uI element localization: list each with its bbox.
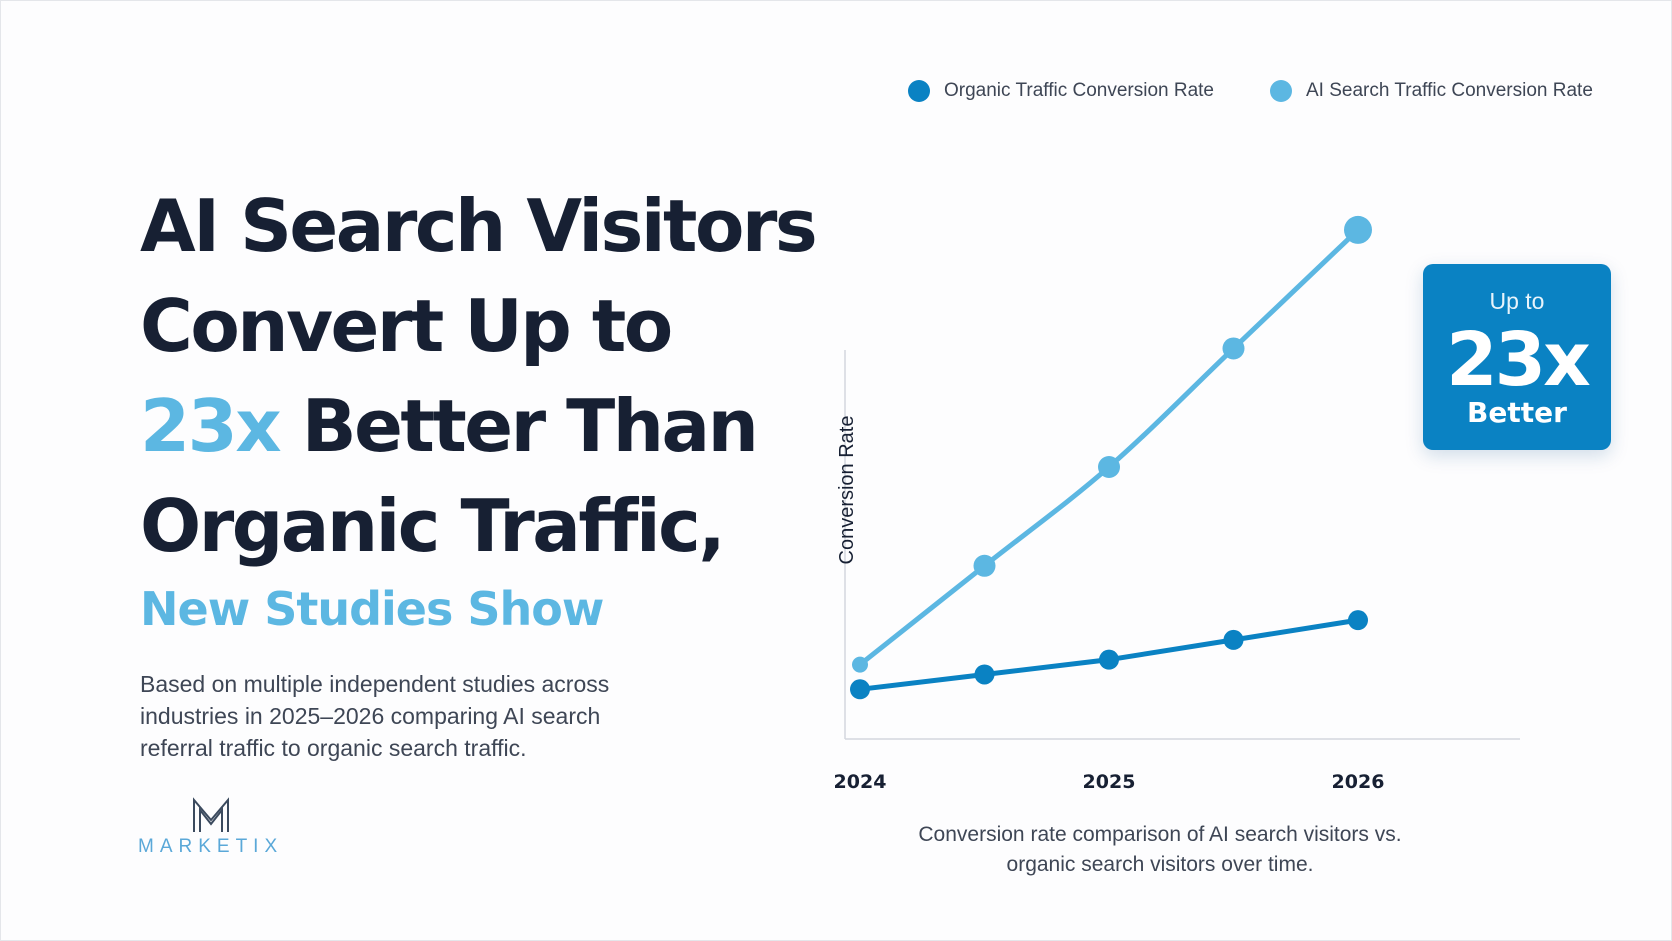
- data-point-ai-search-5: [1344, 215, 1372, 244]
- callout-value: 23x: [1446, 317, 1591, 403]
- callout-suffix: Better: [1467, 396, 1567, 429]
- data-point-ai-search-1: [852, 656, 868, 673]
- chart-caption: Conversion rate comparison of AI search …: [880, 820, 1440, 880]
- description-line-2: industries in 2025–2026 comparing AI sea…: [140, 703, 601, 729]
- data-point-ai-search-3: [1098, 456, 1120, 478]
- callout-badge: Up to 23x Better: [1423, 264, 1611, 450]
- legend-dot-organic: [908, 80, 930, 102]
- data-point-organic-1: [850, 679, 870, 700]
- data-point-organic-5: [1348, 610, 1368, 631]
- logo-text: MARKETIX: [138, 836, 284, 857]
- data-point-organic-2: [974, 664, 995, 685]
- data-point-organic-3: [1099, 649, 1119, 670]
- caption-line-1: Conversion rate comparison of AI search …: [918, 823, 1402, 846]
- headline-line-3-rest: Better Than: [301, 384, 759, 468]
- x-tick-label-2025: 2025: [1083, 771, 1136, 793]
- legend-label-ai-search: AI Search Traffic Conversion Rate: [1306, 80, 1593, 101]
- data-point-ai-search-2: [973, 554, 996, 577]
- legend-label-organic: Organic Traffic Conversion Rate: [944, 80, 1214, 101]
- headline-line-3: 23x Better Than: [140, 376, 840, 476]
- x-tick-label-2026: 2026: [1332, 771, 1385, 793]
- x-tick-label-2024: 2024: [834, 771, 887, 793]
- legend-dot-ai-search: [1270, 80, 1292, 102]
- caption-line-2: organic search visitors over time.: [1006, 853, 1314, 876]
- conversion-rate-chart: Conversion Rate 2024 2025 2026: [834, 215, 1520, 793]
- legend-item-organic: Organic Traffic Conversion Rate: [908, 80, 1214, 102]
- data-point-organic-4: [1223, 629, 1244, 650]
- series-line-ai-search: [857, 227, 1361, 668]
- description-line-3: referral traffic to organic search traff…: [140, 735, 527, 761]
- headline-highlight: 23x: [140, 384, 282, 468]
- description-line-1: Based on multiple independent studies ac…: [140, 671, 610, 697]
- headline: AI Search Visitors Convert Up to 23x Bet…: [140, 176, 840, 576]
- y-axis-label: Conversion Rate: [836, 416, 858, 565]
- headline-line-2: Convert Up to: [140, 284, 673, 368]
- subheadline: New Studies Show: [140, 582, 604, 636]
- data-point-ai-search-4: [1222, 337, 1245, 360]
- callout-prefix: Up to: [1489, 288, 1545, 314]
- description: Based on multiple independent studies ac…: [140, 668, 660, 764]
- m-monogram-icon: [193, 797, 229, 832]
- headline-line-1: AI Search Visitors: [140, 184, 818, 268]
- headline-line-4: Organic Traffic,: [140, 484, 726, 568]
- legend-item-ai-search: AI Search Traffic Conversion Rate: [1270, 80, 1593, 102]
